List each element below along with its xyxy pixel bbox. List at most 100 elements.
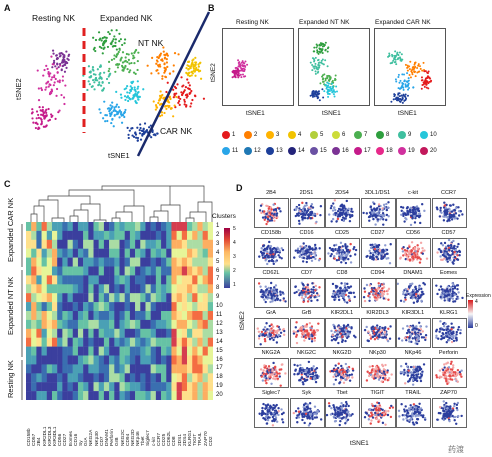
marker-point: [275, 420, 279, 423]
marker-point: [376, 374, 380, 377]
heatmap-cell: [72, 391, 79, 400]
marker-point: [415, 328, 418, 331]
marker-point: [336, 371, 339, 374]
tsne-point: [197, 65, 200, 68]
heatmap-cell: [31, 319, 37, 329]
tsne-point: [109, 104, 112, 107]
marker-point: [448, 336, 451, 340]
heatmap-cell: [176, 346, 183, 356]
tsne-point: [135, 136, 138, 139]
cluster-legend-label: 7: [364, 132, 368, 138]
cluster-color-dot: [244, 131, 252, 139]
heatmap-cell: [135, 266, 141, 276]
tsne-point: [130, 127, 133, 130]
marker-point: [279, 299, 282, 302]
marker-point: [283, 329, 286, 333]
heatmap-cell: [83, 382, 89, 392]
heatmap-cell: [171, 230, 177, 240]
marker-point: [368, 256, 371, 260]
cluster-legend-item: 13: [266, 147, 283, 155]
heatmap-cell: [72, 248, 79, 258]
heatmap-cell: [36, 364, 42, 374]
tsne-point: [118, 48, 121, 51]
tsne-point: [388, 54, 391, 57]
cluster-color-dot: [354, 131, 362, 139]
tsne-point: [52, 52, 55, 55]
marker-tsne-plot: [289, 358, 325, 388]
marker-point: [301, 251, 304, 254]
marker-point: [339, 257, 343, 260]
marker-tsne-plot: [325, 318, 360, 348]
marker-point: [264, 407, 267, 410]
marker-point: [407, 292, 410, 296]
heatmap-cell: [207, 302, 213, 312]
marker-point: [331, 282, 335, 286]
marker-point: [447, 298, 451, 301]
heatmap-cell: [181, 355, 188, 365]
heatmap-cell: [114, 364, 120, 374]
marker-point: [417, 336, 420, 339]
tsne-point: [400, 94, 403, 97]
heatmap-cell: [62, 302, 68, 312]
marker-point: [351, 367, 354, 371]
marker-point: [275, 248, 278, 251]
heatmap-cell: [93, 239, 99, 249]
marker-plot-title: NKG2C: [297, 350, 316, 356]
marker-point: [452, 250, 456, 254]
tsne-point: [117, 105, 120, 109]
marker-point: [420, 203, 424, 206]
tsne-point: [104, 113, 107, 117]
marker-point: [333, 330, 337, 334]
marker-plot-title: Syk: [301, 390, 312, 396]
marker-point: [348, 379, 352, 382]
marker-point: [303, 335, 306, 338]
marker-point: [344, 332, 347, 336]
tsne-point: [146, 64, 149, 67]
marker-dots: [292, 242, 321, 264]
marker-point: [269, 300, 272, 304]
heatmap-cell: [187, 248, 193, 258]
marker-point: [273, 210, 277, 214]
marker-point: [336, 333, 339, 336]
heatmap-cell: [36, 248, 42, 258]
marker-point: [434, 374, 438, 377]
marker-point: [413, 246, 416, 250]
marker-point: [415, 325, 418, 328]
marker-plot-title: CD8: [336, 270, 348, 276]
cluster-legend-item: 14: [288, 147, 305, 155]
tsne-point: [126, 85, 129, 88]
heatmap-cell: [103, 355, 110, 365]
heatmap-cell: [109, 346, 115, 356]
heatmap-cell: [197, 328, 203, 338]
tsne-point: [315, 43, 318, 46]
heatmap-cell: [145, 328, 151, 338]
marker-point: [301, 283, 304, 286]
tsne-point: [401, 81, 404, 84]
tsne-point: [327, 74, 330, 77]
marker-dots: [399, 241, 429, 264]
panel-c-heatmap: [26, 222, 213, 400]
marker-point: [312, 339, 316, 342]
tsne-point: [62, 56, 65, 59]
marker-plot-title: c-kit: [407, 190, 419, 196]
heatmap-cell: [41, 284, 47, 294]
marker-point: [383, 249, 387, 253]
marker-dots: [330, 323, 357, 345]
tsne-point: [136, 87, 139, 90]
heatmap-cell: [88, 346, 94, 356]
heatmap-cell: [51, 230, 58, 240]
tsne-point: [422, 61, 425, 64]
marker-point: [396, 282, 400, 286]
heatmap-cell: [135, 382, 141, 392]
marker-point: [313, 251, 316, 254]
heatmap-cell: [197, 311, 203, 321]
marker-point: [263, 366, 267, 369]
tsne-point: [112, 38, 115, 41]
marker-point: [344, 378, 347, 381]
marker-point: [332, 295, 335, 299]
marker-point: [298, 254, 301, 258]
marker-point: [259, 343, 262, 346]
heatmap-marker-label: 2B4: [37, 437, 43, 446]
marker-point: [335, 243, 338, 247]
marker-point: [340, 373, 344, 377]
